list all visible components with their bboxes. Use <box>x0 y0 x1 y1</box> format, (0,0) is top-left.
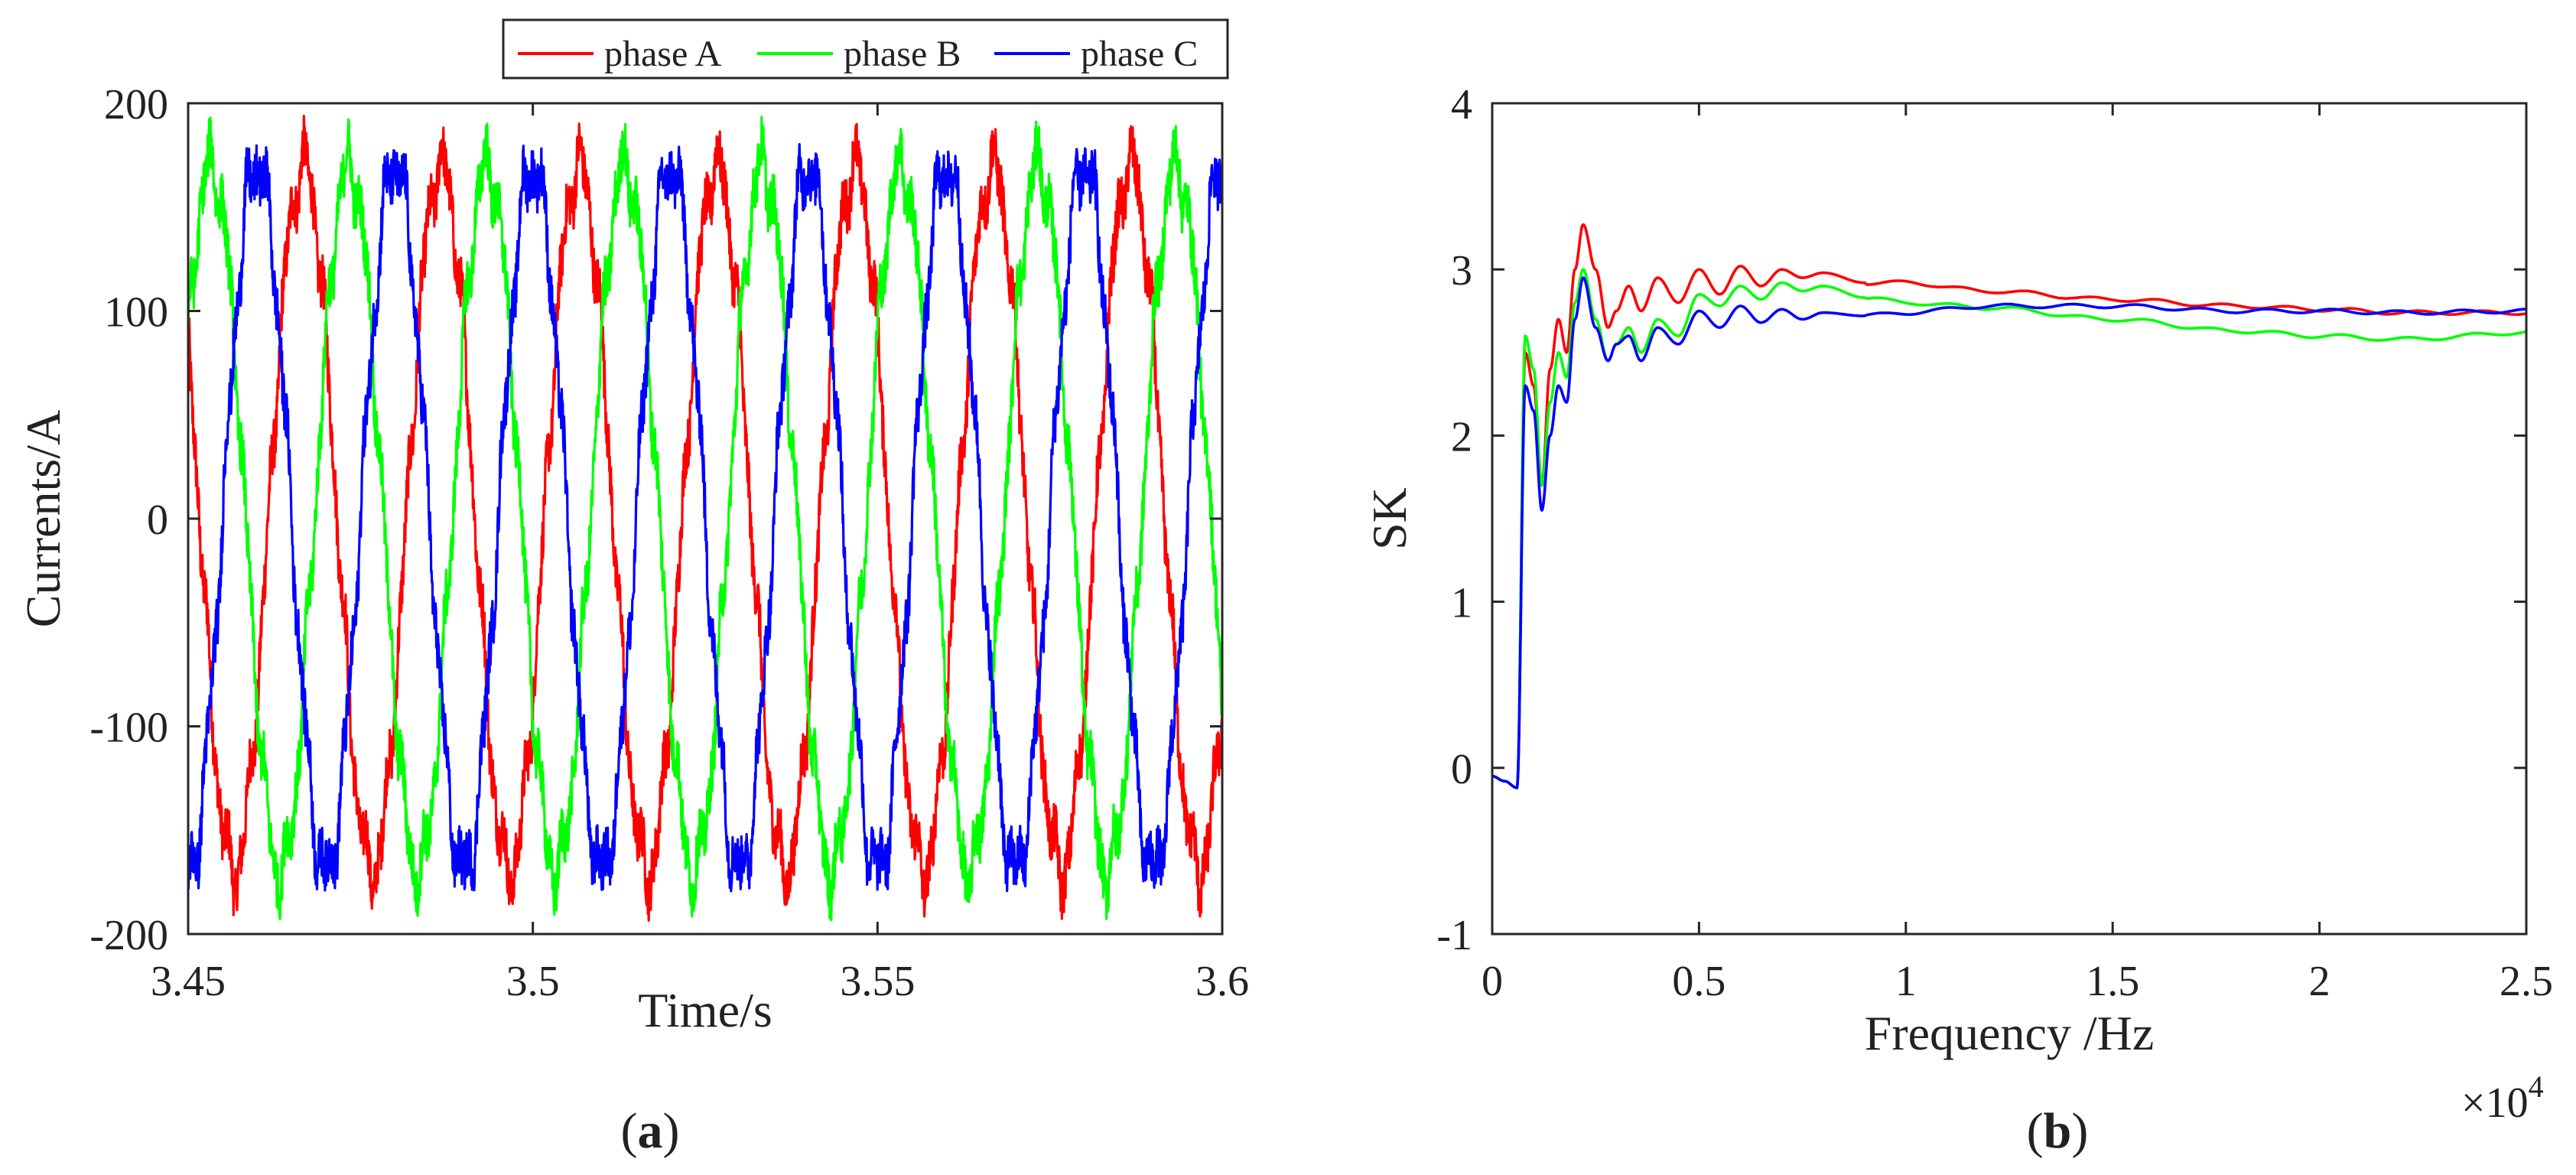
b-x-scale-base: ×10 <box>2461 1079 2529 1127</box>
a-xtick-label: 3.55 <box>840 958 915 1005</box>
b-xtick-label: 0.5 <box>1672 958 1725 1005</box>
a-xtick-labels: 3.45 3.5 3.55 3.6 <box>151 958 1249 1005</box>
b-ytick-label: 1 <box>1451 580 1472 627</box>
b-y-axis-label: SK <box>1362 487 1416 550</box>
b-xtick-label: 2.5 <box>2500 958 2553 1005</box>
a-ytick-label: -100 <box>89 705 168 752</box>
b-ytick-label: 2 <box>1451 413 1472 461</box>
legend-label-phase-c: phase C <box>1081 34 1198 74</box>
a-ytick-labels: -200 -100 0 100 200 <box>89 81 168 959</box>
b-xtick-labels: 0 0.5 1 1.5 2 2.5 <box>1482 958 2553 1005</box>
a-xtick-label: 3.5 <box>506 958 560 1005</box>
a-y-axis-label: Currents/A <box>16 410 70 627</box>
b-series-line-phase-b <box>1492 268 2526 789</box>
a-series-line-phase-b <box>188 116 1222 922</box>
a-xtick-label: 3.45 <box>151 958 226 1005</box>
a-axes-frame <box>187 102 1224 936</box>
a-ytick-label: -200 <box>89 912 168 959</box>
b-series-line-phase-a <box>1492 223 2526 789</box>
b-x-axis-label: Frequency /Hz <box>1865 1006 2155 1060</box>
a-ytick-label: 0 <box>147 496 168 544</box>
a-ytick-label: 200 <box>104 81 168 129</box>
b-xtick-label: 1 <box>1895 958 1917 1005</box>
b-xtick-label: 0 <box>1482 958 1503 1005</box>
caption-a: (a) <box>621 1103 680 1159</box>
b-ytick-label: 0 <box>1451 746 1472 793</box>
a-legend: phase A phase B phase C <box>502 18 1229 80</box>
b-xtick-label: 1.5 <box>2086 958 2139 1005</box>
a-series-line-phase-c <box>188 143 1222 893</box>
b-series-line-phase-c <box>1492 276 2526 789</box>
panel-a: -200 -100 0 100 200 3.45 3.5 3.55 3.6 Time/s Cu… <box>16 18 1249 1159</box>
a-series-line-phase-a <box>188 115 1222 922</box>
caption-a-letter: a <box>638 1103 663 1159</box>
b-ytick-label: 3 <box>1451 247 1472 295</box>
b-x-scale-exponent: 4 <box>2529 1069 2544 1104</box>
a-series-lines <box>188 115 1222 922</box>
b-ytick-labels: -1 0 1 2 3 4 <box>1436 81 1472 959</box>
caption-b: (b) <box>2027 1103 2089 1159</box>
b-x-scale-multiplier: ×104 <box>2461 1069 2544 1127</box>
b-axes-frame <box>1491 102 2528 936</box>
b-ytick-label: 4 <box>1451 81 1472 129</box>
b-xtick-label: 2 <box>2309 958 2330 1005</box>
b-ticks <box>1491 102 2528 936</box>
caption-b-letter: b <box>2044 1103 2072 1159</box>
b-ytick-label: -1 <box>1436 912 1472 959</box>
b-series-lines <box>1492 223 2526 789</box>
a-x-axis-label: Time/s <box>638 983 772 1037</box>
legend-label-phase-b: phase B <box>844 34 961 74</box>
legend-label-phase-a: phase A <box>604 34 722 74</box>
a-ytick-label: 100 <box>104 289 168 337</box>
a-legend-box <box>502 18 1229 80</box>
a-xtick-label: 3.6 <box>1195 958 1249 1005</box>
